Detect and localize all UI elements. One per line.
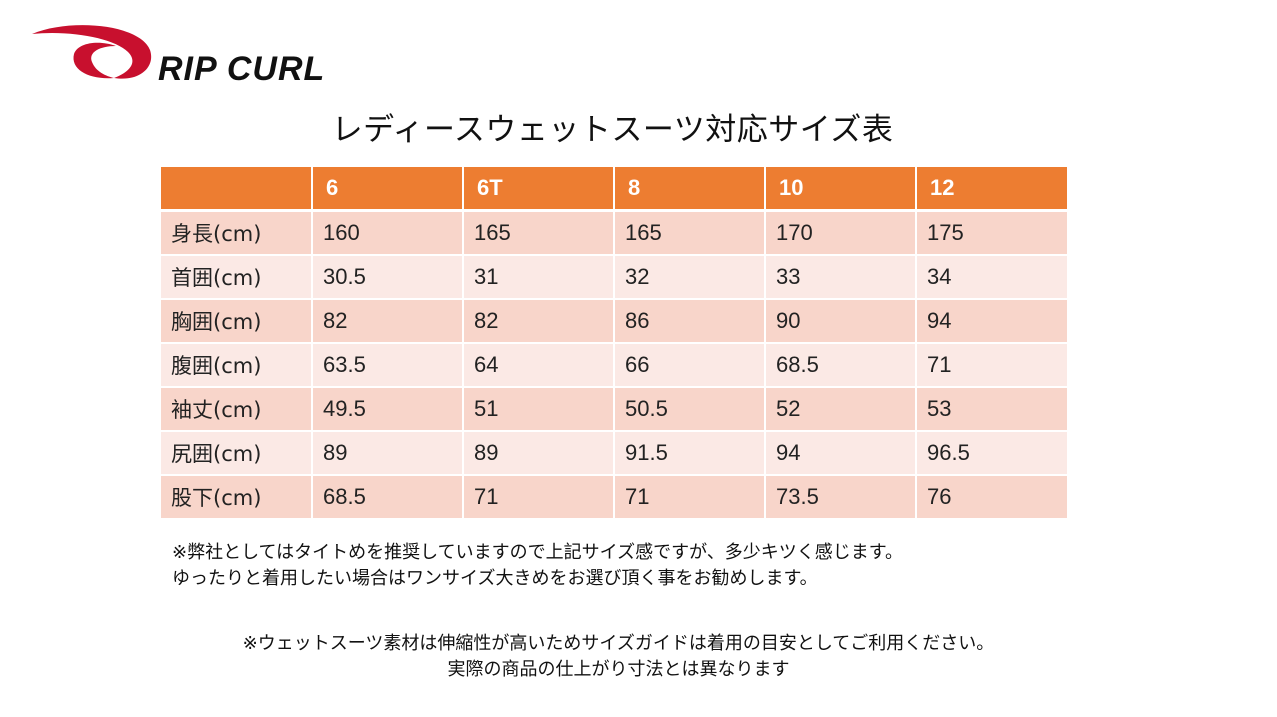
- table-cell: 160: [312, 210, 464, 256]
- table-cell: 50.5: [614, 387, 766, 432]
- table-cell: 34: [916, 255, 1067, 300]
- table-cell: 91.5: [614, 431, 766, 476]
- table-row: 身長(cm) 160 165 165 170 175: [161, 210, 1067, 256]
- row-label: 胸囲(cm): [161, 299, 313, 344]
- table-cell: 94: [916, 299, 1067, 344]
- table-cell: 31: [463, 255, 615, 300]
- table-cell: 82: [312, 299, 464, 344]
- table-cell: 165: [463, 210, 615, 256]
- table-cell: 89: [463, 431, 615, 476]
- table-cell: 63.5: [312, 343, 464, 388]
- table-row: 股下(cm) 68.5 71 71 73.5 76: [161, 475, 1067, 520]
- table-cell: 82: [463, 299, 615, 344]
- table-header-size: 10: [765, 167, 917, 212]
- table-cell: 68.5: [312, 475, 464, 520]
- fit-note-line: ゆったりと着用したい場合はワンサイズ大きめをお選び頂く事をお勧めします。: [172, 568, 818, 589]
- table-row: 腹囲(cm) 63.5 64 66 68.5 71: [161, 343, 1067, 388]
- table-cell: 32: [614, 255, 766, 300]
- fit-note-line: ※弊社としてはタイトめを推奨していますので上記サイズ感ですが、多少キツく感じます…: [172, 542, 903, 563]
- table-cell: 73.5: [765, 475, 917, 520]
- table-header-corner: [161, 167, 313, 212]
- table-row: 首囲(cm) 30.5 31 32 33 34: [161, 255, 1067, 300]
- table-row: 袖丈(cm) 49.5 51 50.5 52 53: [161, 387, 1067, 432]
- table-cell: 89: [312, 431, 464, 476]
- table-row: 胸囲(cm) 82 82 86 90 94: [161, 299, 1067, 344]
- table-cell: 90: [765, 299, 917, 344]
- table-cell: 76: [916, 475, 1067, 520]
- swoosh-icon: [32, 25, 152, 79]
- table-cell: 96.5: [916, 431, 1067, 476]
- table-header-size: 6: [312, 167, 464, 212]
- table-cell: 94: [765, 431, 917, 476]
- table-header-size: 12: [916, 167, 1067, 212]
- table-cell: 165: [614, 210, 766, 256]
- table-cell: 51: [463, 387, 615, 432]
- brand-wordmark: RIP CURL: [158, 50, 325, 88]
- fit-note: ※弊社としてはタイトめを推奨していますので上記サイズ感ですが、多少キツく感じます…: [172, 540, 903, 592]
- table-cell: 86: [614, 299, 766, 344]
- row-label: 腹囲(cm): [161, 343, 313, 388]
- table-cell: 170: [765, 210, 917, 256]
- table-cell: 71: [614, 475, 766, 520]
- table-cell: 53: [916, 387, 1067, 432]
- table-cell: 68.5: [765, 343, 917, 388]
- table-cell: 64: [463, 343, 615, 388]
- table-header-size: 6T: [463, 167, 615, 212]
- table-header-size: 8: [614, 167, 766, 212]
- row-label: 身長(cm): [161, 210, 313, 256]
- row-label: 尻囲(cm): [161, 431, 313, 476]
- table-cell: 33: [765, 255, 917, 300]
- table-cell: 52: [765, 387, 917, 432]
- table-cell: 71: [916, 343, 1067, 388]
- table-cell: 66: [614, 343, 766, 388]
- page-title: レディースウェットスーツ対応サイズ表: [331, 112, 894, 148]
- material-note: ※ウェットスーツ素材は伸縮性が高いためサイズガイドは着用の目安としてご利用くださ…: [0, 631, 1237, 683]
- row-label: 首囲(cm): [161, 255, 313, 300]
- row-label: 袖丈(cm): [161, 387, 313, 432]
- table-row: 尻囲(cm) 89 89 91.5 94 96.5: [161, 431, 1067, 476]
- size-chart-table: 6 6T 8 10 12 身長(cm) 160 165 165 170 175 …: [161, 167, 1067, 520]
- table-cell: 175: [916, 210, 1067, 256]
- row-label: 股下(cm): [161, 475, 313, 520]
- table-cell: 49.5: [312, 387, 464, 432]
- table-cell: 30.5: [312, 255, 464, 300]
- material-note-line: ※ウェットスーツ素材は伸縮性が高いためサイズガイドは着用の目安としてご利用くださ…: [242, 633, 995, 654]
- rip-curl-logo: RIP CURL: [30, 20, 430, 92]
- table-cell: 71: [463, 475, 615, 520]
- table-header-row: 6 6T 8 10 12: [161, 167, 1067, 212]
- material-note-line: 実際の商品の仕上がり寸法とは異なります: [447, 659, 790, 680]
